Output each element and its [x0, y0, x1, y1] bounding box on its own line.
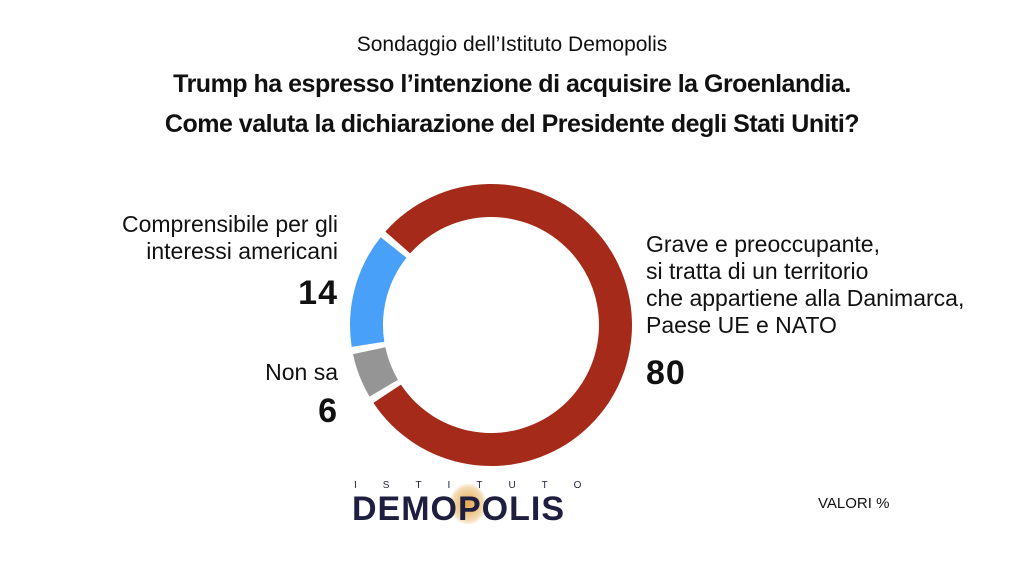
label-non-sa: Non sa [265, 359, 338, 385]
label-line: Comprensibile per gli [121, 211, 338, 237]
demopolis-logo: ISTITUTO DEMOPOLIS [352, 480, 610, 528]
label-line: interessi americani [146, 238, 338, 264]
donut-slice-2 [350, 237, 407, 347]
label-line: si tratta di un territorio [646, 258, 869, 284]
logo-top-text: ISTITUTO [354, 480, 608, 491]
value-grave: 80 [646, 354, 686, 392]
chart-title-line1: Trump ha espresso l’intenzione di acquis… [173, 70, 851, 98]
label-comprensibile: Comprensibile per gli interessi american… [122, 211, 338, 265]
survey-source: Sondaggio dell’Istituto Demopolis [356, 33, 668, 56]
logo-emblem [450, 484, 486, 524]
chart-title-line2: Come valuta la dichiarazione del Preside… [164, 110, 860, 138]
label-grave: Grave e preoccupante, si tratta di un te… [646, 231, 964, 339]
value-comprensibile: 14 [298, 274, 338, 312]
label-line: Grave e preoccupante, [646, 231, 880, 257]
values-note: VALORI % [818, 495, 890, 512]
donut-slice-0 [373, 183, 632, 466]
donut-slice-1 [353, 347, 398, 397]
label-line: Paese UE e NATO [646, 312, 837, 338]
label-line: che appartiene alla Danimarca, [646, 285, 965, 311]
value-non-sa: 6 [318, 392, 338, 430]
logo-main-text: DEMOPOLIS [352, 490, 566, 528]
